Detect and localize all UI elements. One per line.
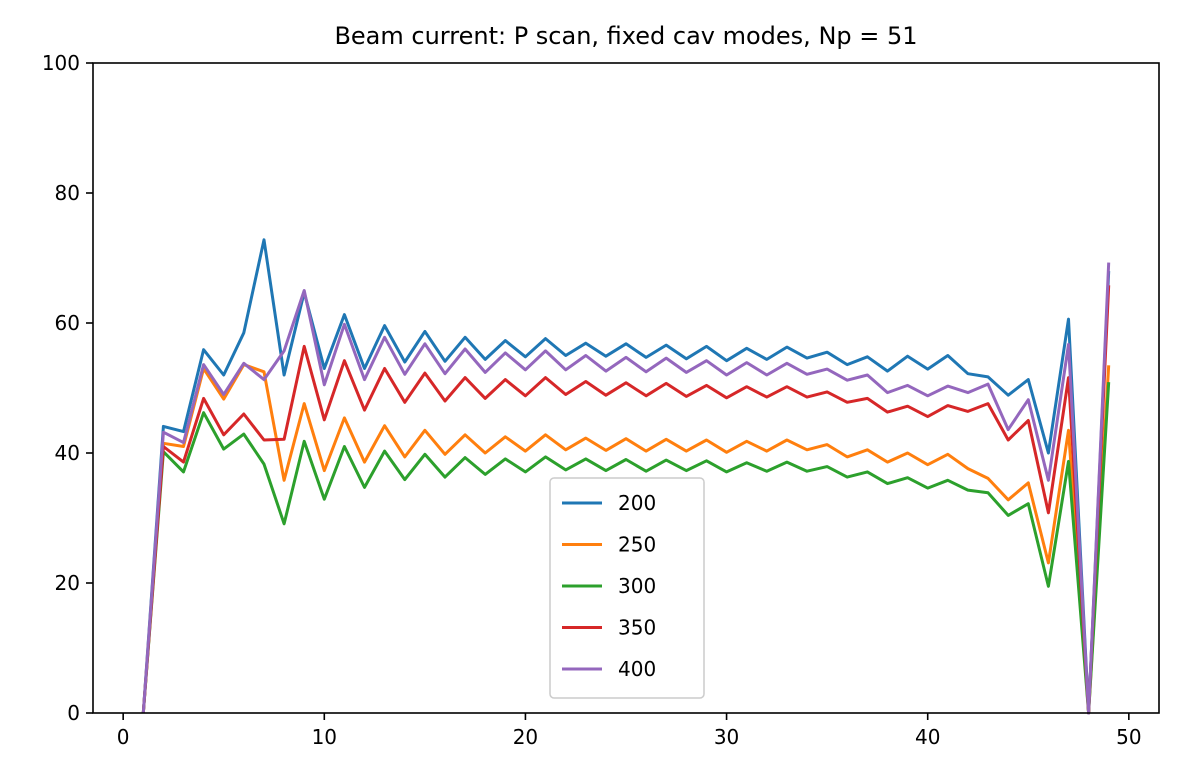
x-tick-label: 20	[513, 725, 538, 749]
y-tick-label: 20	[55, 571, 80, 595]
plot-frame	[92, 62, 1160, 714]
legend: 200 250 300 350 400	[549, 477, 705, 699]
y-tick-label: 0	[67, 701, 80, 725]
y-tick-label: 60	[55, 311, 80, 335]
legend-label-400: 400	[618, 657, 656, 681]
x-tick-label: 30	[714, 725, 739, 749]
legend-box	[549, 477, 705, 699]
series-line-350	[141, 285, 1111, 715]
legend-label-250: 250	[618, 533, 656, 557]
y-tick-label: 40	[55, 441, 80, 465]
x-tick-label: 40	[915, 725, 940, 749]
series-layer	[141, 238, 1111, 715]
y-tick-label: 100	[42, 51, 80, 75]
series-line-250	[141, 363, 1111, 715]
y-axis: 0 20 40 60 80 100	[42, 51, 93, 725]
x-tick-label: 0	[117, 725, 130, 749]
series-line-300	[141, 382, 1111, 715]
legend-label-300: 300	[618, 574, 656, 598]
x-axis: 0 10 20 30 40 50	[117, 713, 1142, 749]
legend-label-200: 200	[618, 491, 656, 515]
chart-title: Beam current: P scan, fixed cav modes, N…	[334, 22, 917, 50]
x-tick-label: 50	[1116, 725, 1141, 749]
series-line-400	[141, 262, 1111, 715]
x-tick-label: 10	[312, 725, 337, 749]
legend-label-350: 350	[618, 616, 656, 640]
y-tick-label: 80	[55, 181, 80, 205]
